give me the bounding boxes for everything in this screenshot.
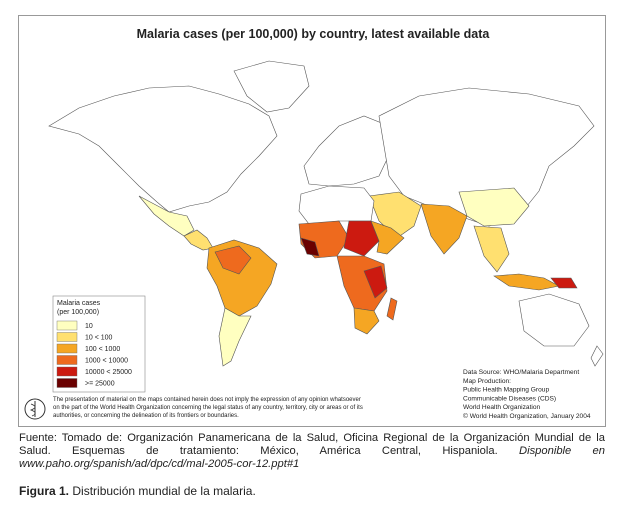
- figure-caption: Figura 1. Distribución mundial de la mal…: [19, 484, 256, 498]
- figure-label: Figura 1.: [19, 484, 70, 498]
- source-line: Public Health Mapping Group: [463, 387, 549, 394]
- middle-east: [368, 191, 422, 239]
- legend-label: 10: [85, 323, 93, 330]
- indonesia: [493, 273, 560, 291]
- southern-africa: [353, 307, 380, 335]
- figure-text: Distribución mundial de la malaria.: [72, 484, 256, 498]
- west-africa-coast: [300, 237, 320, 257]
- caption-text: Fuente: Tomado de: Organización Panameri…: [19, 432, 605, 457]
- legend-label: 1000 < 10000: [85, 358, 128, 365]
- legend-label: 100 < 1000: [85, 346, 120, 353]
- source-line: Communicable Diseases (CDS): [463, 395, 556, 402]
- south-america-south: [218, 307, 252, 367]
- horn-of-africa: [370, 220, 405, 255]
- europe: [303, 115, 392, 187]
- source-block: Data Source: WHO/Malaria Department Map P…: [463, 369, 591, 420]
- landmasses: [48, 60, 604, 367]
- map: Malaria cases (per 100,000) by country, …: [24, 27, 604, 420]
- legend-title: (per 100,000): [57, 309, 99, 316]
- mexico: [138, 195, 195, 237]
- china: [458, 187, 530, 227]
- source-line: Map Production:: [463, 378, 511, 385]
- disclaimer-block: The presentation of material on the maps…: [53, 397, 363, 419]
- new-guinea: [550, 277, 578, 289]
- disclaimer-line: The presentation of material on the maps…: [53, 397, 361, 403]
- east-africa: [363, 265, 388, 299]
- south-asia: [420, 203, 468, 255]
- legend-label: 10000 < 25000: [85, 369, 132, 376]
- who-emblem: [24, 398, 46, 420]
- sudan: [343, 220, 380, 257]
- southeast-asia: [473, 225, 510, 273]
- legend-swatch: [56, 355, 78, 365]
- legend: Malaria cases (per 100,000) 10 10 < 100 100 …: [52, 295, 146, 393]
- legend-title: Malaria cases: [57, 300, 101, 307]
- asia: [378, 87, 595, 227]
- source-line: Data Source: WHO/Malaria Department: [463, 369, 579, 376]
- north-africa: [298, 185, 375, 225]
- caption: Fuente: Tomado de: Organización Panameri…: [19, 432, 605, 471]
- legend-swatch: [56, 378, 78, 388]
- amazon: [214, 245, 252, 275]
- source-line: © World Health Organization, January 200…: [463, 412, 591, 420]
- map-frame: Malaria cases (per 100,000) by country, …: [18, 15, 606, 427]
- legend-swatch: [56, 320, 78, 331]
- north-america: [48, 85, 278, 213]
- source-line: World Health Organization: [463, 404, 541, 411]
- legend-swatch: [56, 343, 78, 354]
- greenland: [233, 60, 310, 113]
- legend-swatch: [56, 332, 78, 342]
- disclaimer-line: on the part of the World Health Organiza…: [53, 405, 363, 411]
- australia: [518, 293, 590, 347]
- map-title: Malaria cases (per 100,000) by country, …: [137, 27, 491, 41]
- legend-label: 10 < 100: [85, 335, 113, 342]
- caption-link: Disponible en www.paho.org/spanish/ad/dp…: [19, 445, 606, 470]
- legend-swatch: [56, 366, 78, 377]
- new-zealand: [590, 345, 604, 367]
- legend-label: >= 25000: [85, 381, 115, 388]
- madagascar: [386, 297, 398, 321]
- disclaimer-line: authorities, or concerning the delineati…: [53, 413, 239, 419]
